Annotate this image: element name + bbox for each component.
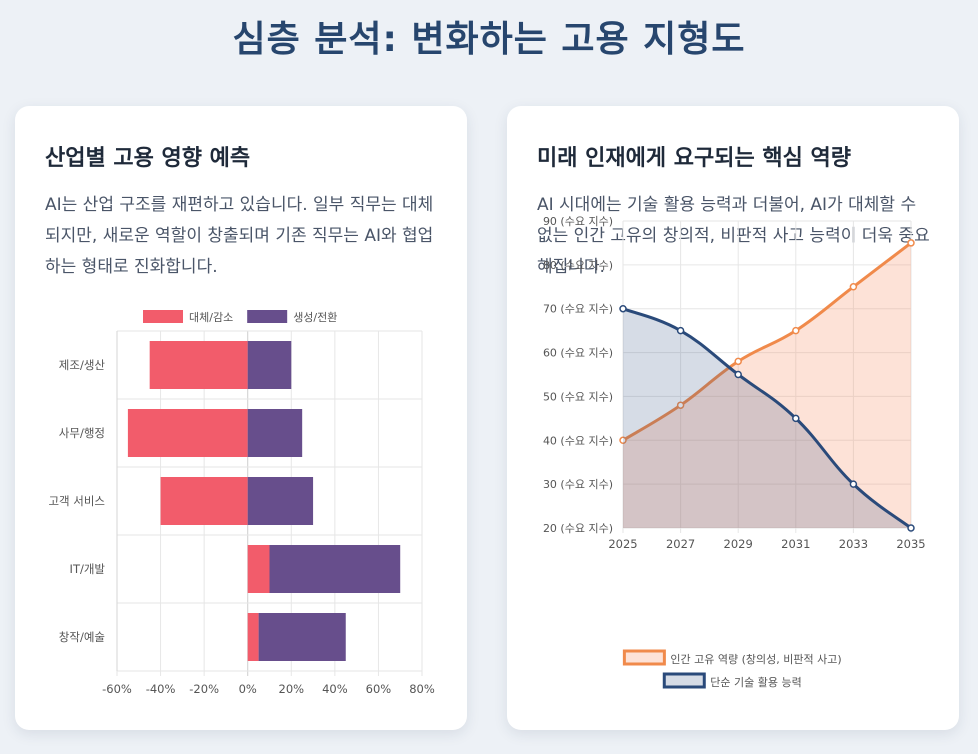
x-tick-label: 80% bbox=[409, 682, 435, 696]
legend-item: 인간 고유 역량 (창의성, 비판적 사고) bbox=[622, 649, 842, 666]
y-tick-label: 60 (수요 지수) bbox=[543, 347, 613, 360]
y-tick-label: 50 (수요 지수) bbox=[543, 390, 613, 403]
data-point bbox=[792, 414, 800, 423]
x-tick-label: -20% bbox=[189, 682, 219, 696]
legend-swatch bbox=[143, 310, 183, 323]
data-point bbox=[676, 326, 685, 335]
legend-swatch bbox=[622, 649, 666, 666]
bar bbox=[127, 409, 248, 457]
bar bbox=[247, 613, 259, 661]
y-tick-label: 고객 서비스 bbox=[48, 494, 105, 508]
y-tick-label: 창작/예술 bbox=[59, 630, 105, 644]
data-point bbox=[907, 239, 915, 247]
x-tick-label: -40% bbox=[146, 682, 176, 696]
data-point bbox=[849, 283, 858, 291]
x-tick-label: 20% bbox=[279, 682, 305, 696]
data-point bbox=[792, 326, 800, 335]
y-tick-label: 제조/생산 bbox=[59, 358, 106, 372]
data-point bbox=[734, 357, 742, 366]
data-point bbox=[619, 304, 627, 313]
card-description: AI는 산업 구조를 재편하고 있습니다. 일부 직무는 대체되지만, 새로운 … bbox=[45, 195, 434, 277]
x-tick-label: 2035 bbox=[896, 537, 925, 551]
y-tick-label: 사무/행정 bbox=[59, 426, 105, 440]
x-tick-label: 0% bbox=[239, 682, 257, 696]
x-tick-label: 2025 bbox=[608, 537, 637, 551]
data-point bbox=[907, 524, 915, 532]
bar bbox=[258, 613, 346, 661]
data-point bbox=[734, 370, 742, 379]
x-tick-label: 2029 bbox=[724, 537, 753, 551]
y-tick-label: 90 (수요 지수) bbox=[543, 215, 613, 228]
legend-label: 단순 기술 활용 능력 bbox=[710, 675, 801, 689]
bar bbox=[149, 341, 248, 389]
x-tick-label: 40% bbox=[322, 682, 348, 696]
card-description: AI 시대에는 기술 활용 능력과 더불어, AI가 대체할 수 없는 인간 고… bbox=[537, 195, 930, 277]
x-tick-label: 2033 bbox=[839, 537, 868, 551]
series-area bbox=[623, 242, 911, 528]
y-tick-label: 30 (수요 지수) bbox=[543, 478, 613, 491]
legend-label: 대체/감소 bbox=[189, 311, 233, 324]
legend-label: 인간 고유 역량 (창의성, 비판적 사고) bbox=[670, 653, 841, 666]
series-line bbox=[622, 241, 912, 442]
series-area bbox=[623, 308, 911, 528]
x-tick-label: 2031 bbox=[781, 537, 810, 551]
industry-impact-chart[interactable]: 대체/감소 생성/전환 -60% -40% -20% 0% 20% 40% 60% 80% 제조/생… bbox=[15, 301, 467, 721]
bar bbox=[247, 409, 303, 457]
page-title: 심층 분석: 변화하는 고용 지형도 bbox=[232, 19, 746, 60]
legend-swatch bbox=[662, 672, 706, 689]
bar bbox=[160, 477, 248, 525]
x-tick-label: 60% bbox=[366, 682, 392, 696]
x-tick-label: 2027 bbox=[666, 537, 695, 551]
card-heading: 산업별 고용 영향 예측 bbox=[45, 146, 251, 171]
bar bbox=[269, 545, 401, 593]
y-tick-label: 70 (수요 지수) bbox=[543, 303, 613, 316]
bar bbox=[247, 341, 292, 389]
legend-item: 단순 기술 활용 능력 bbox=[662, 672, 802, 689]
data-point bbox=[676, 401, 685, 409]
y-tick-label: 80 (수요 지수) bbox=[543, 259, 613, 272]
y-tick-label: 40 (수요 지수) bbox=[543, 434, 613, 447]
industry-impact-card: 산업별 고용 영향 예측 AI는 산업 구조를 재편하고 있습니다. 일부 직무… bbox=[15, 106, 467, 730]
competency-demand-chart[interactable]: 20 (수요 지수) 30 (수요 지수) 40 (수요 지수) 50 (수요 지수)… bbox=[507, 106, 959, 730]
y-tick-label: IT/개발 bbox=[70, 562, 106, 576]
legend-label: 생성/전환 bbox=[293, 311, 337, 324]
bar bbox=[247, 477, 314, 525]
legend-swatch bbox=[247, 310, 288, 323]
x-tick-label: -60% bbox=[102, 682, 132, 696]
core-competency-card: 미래 인재에게 요구되는 핵심 역량 AI 시대에는 기술 활용 능력과 더불어… bbox=[507, 106, 959, 730]
y-tick-label: 20 (수요 지수) bbox=[543, 522, 613, 535]
bar bbox=[247, 545, 270, 593]
card-heading: 미래 인재에게 요구되는 핵심 역량 bbox=[537, 146, 851, 171]
data-point bbox=[849, 480, 858, 488]
data-point bbox=[619, 436, 627, 445]
